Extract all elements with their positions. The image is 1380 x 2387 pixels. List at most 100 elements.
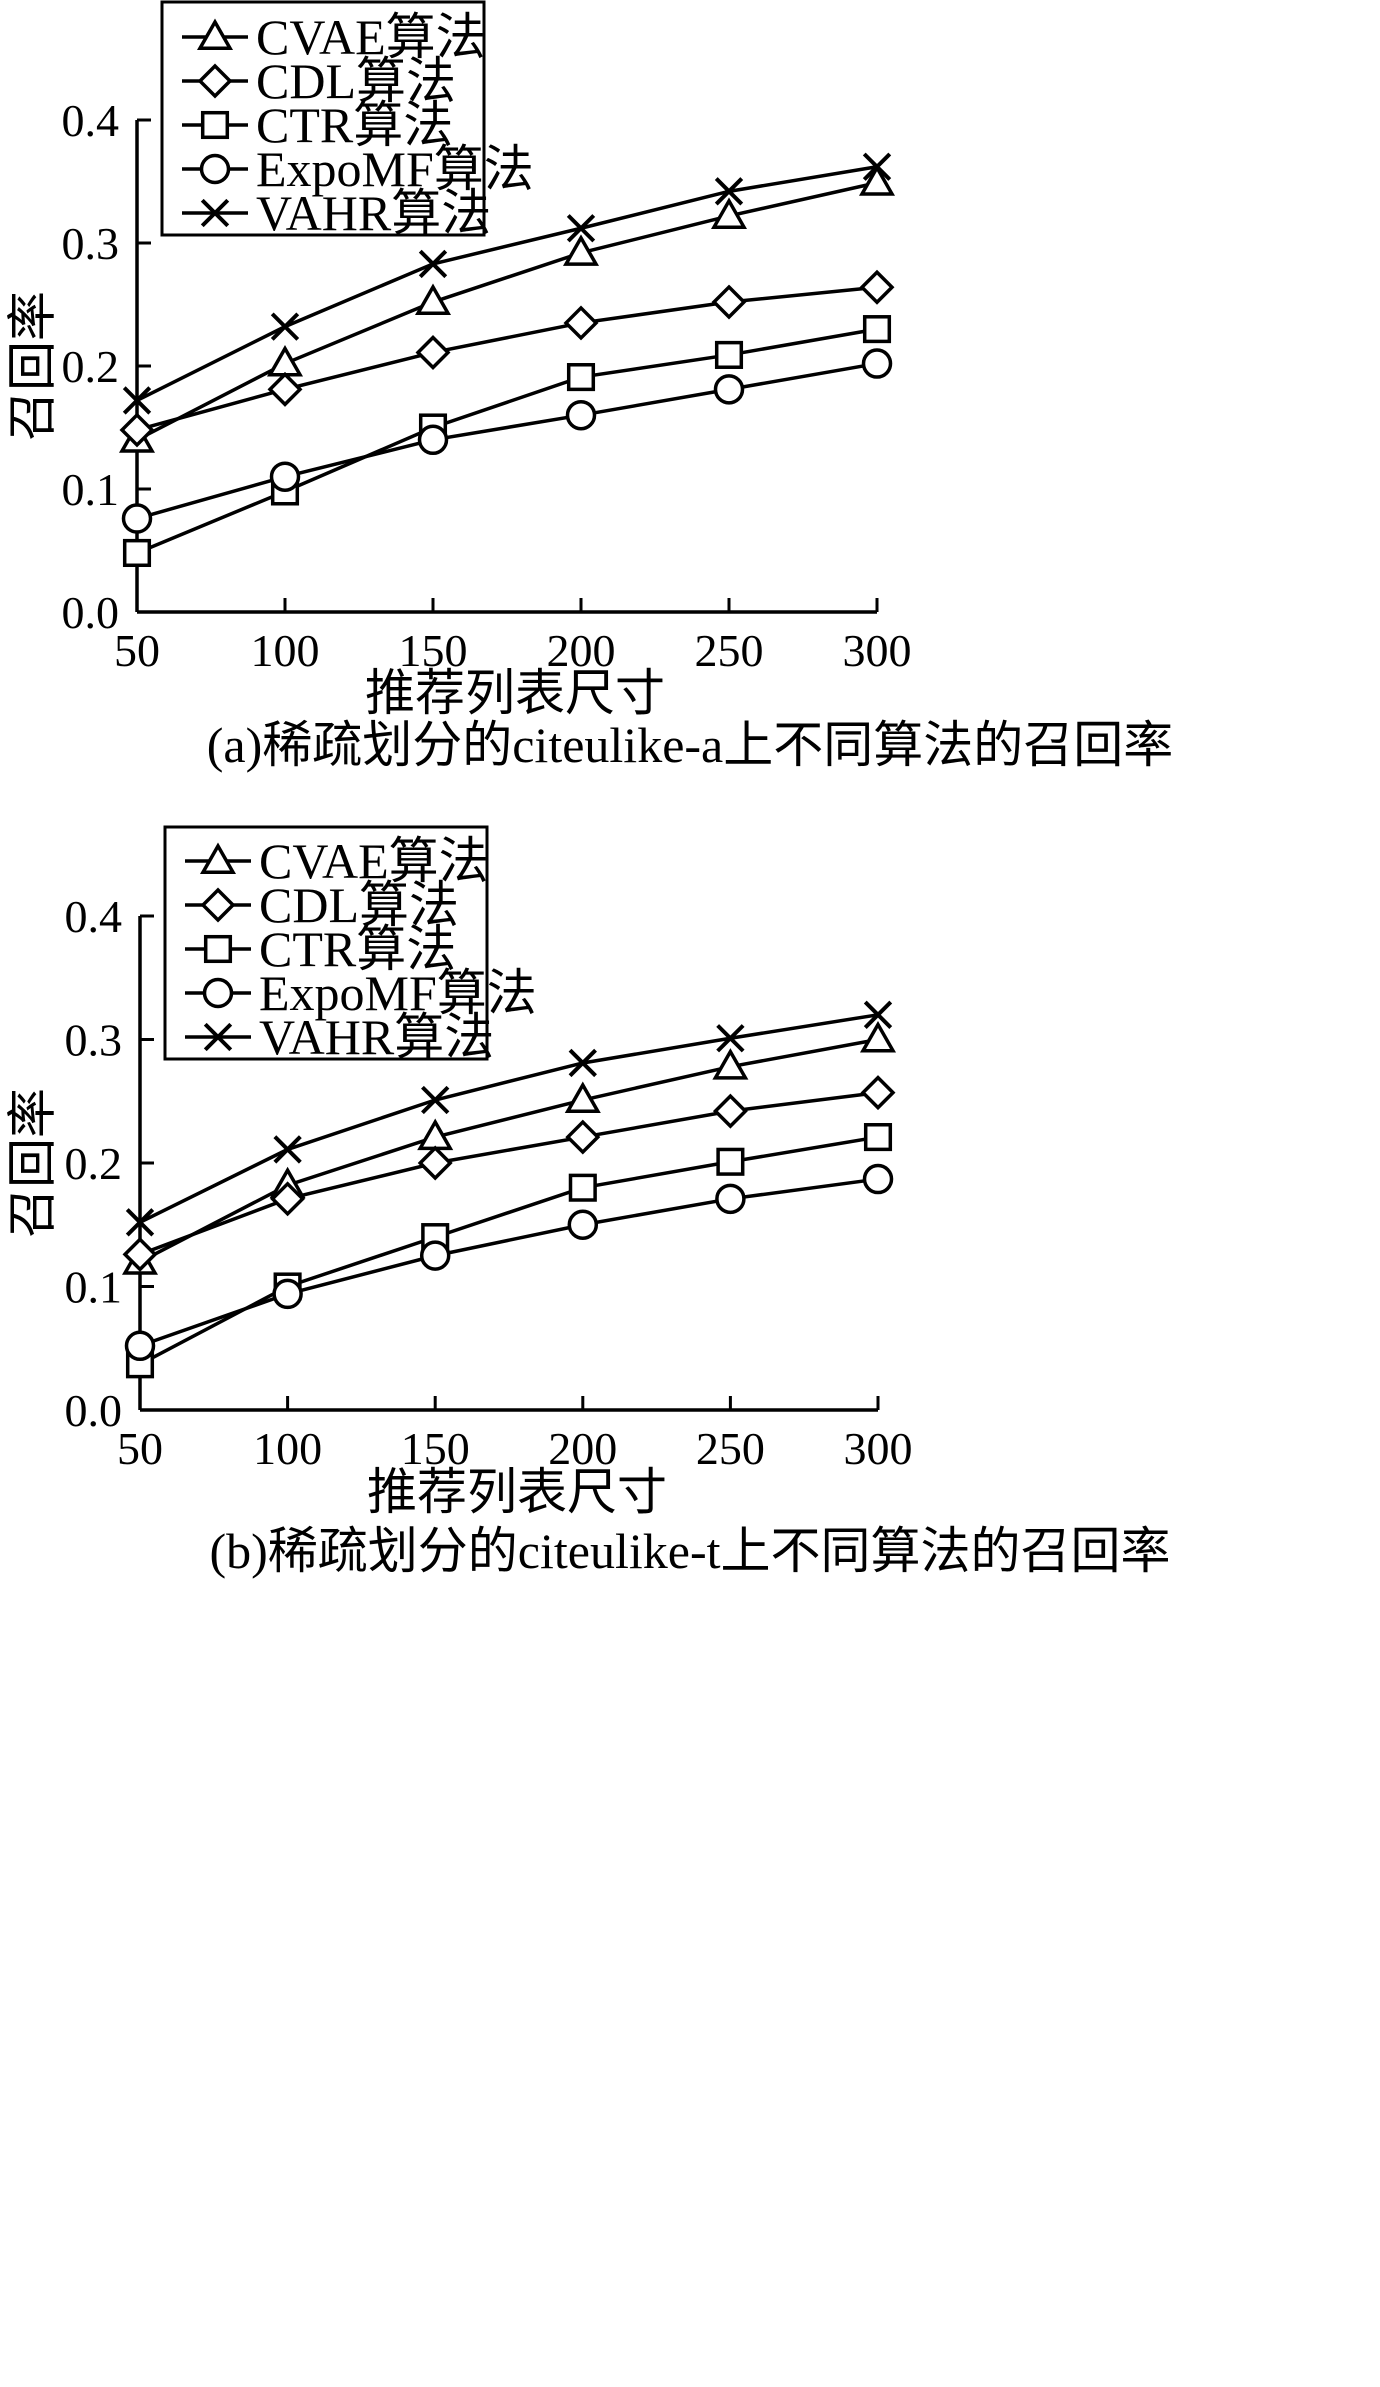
data-point-diamond [267, 371, 303, 407]
data-point-diamond [417, 1145, 453, 1181]
figure-caption: (a)稀疏划分的citeulike-a上不同算法的召回率 [207, 717, 1173, 773]
data-point-x [421, 1085, 450, 1115]
series-line [139, 1013, 879, 1224]
legend-label: CVAE算法 [256, 9, 486, 65]
legend-marker-square [203, 934, 233, 964]
data-point-diamond [712, 1093, 748, 1129]
x-tick-label: 50 [114, 625, 160, 676]
y-tick-label: 0.4 [62, 95, 120, 146]
series-line [136, 361, 878, 521]
data-point-circle [124, 1330, 156, 1362]
series-diamond [122, 1075, 896, 1272]
y-tick-label: 0.3 [65, 1015, 123, 1066]
data-point-triangle [710, 197, 748, 229]
y-tick-label: 0.1 [62, 464, 120, 515]
data-point-square [714, 340, 744, 369]
data-point-circle [121, 503, 153, 534]
x-tick-label: 200 [547, 625, 616, 676]
data-point-diamond [859, 269, 895, 305]
data-point-circle [417, 424, 449, 456]
data-point-square [568, 1173, 597, 1202]
x-tick-label: 300 [844, 1423, 913, 1474]
x-tick-label: 250 [695, 625, 764, 676]
series-line [139, 1177, 879, 1348]
x-tick-label: 150 [399, 625, 468, 676]
data-point-x [418, 249, 448, 279]
data-point-x [270, 312, 300, 341]
x-tick-label: 300 [843, 625, 912, 676]
data-point-square [716, 1147, 745, 1176]
data-point-circle [565, 399, 597, 431]
data-point-triangle [858, 164, 896, 196]
data-point-x [566, 214, 596, 243]
data-point-triangle [266, 345, 304, 377]
legend-label: CDL算法 [259, 877, 459, 933]
legend-marker-circle [202, 977, 234, 1009]
data-point-x [862, 152, 892, 181]
data-point-x [714, 177, 744, 206]
data-point-triangle [414, 283, 452, 316]
legend-marker-triangle [196, 18, 234, 50]
legend-label: ExpoMF算法 [259, 965, 537, 1021]
data-point-triangle [564, 1081, 601, 1114]
y-tick-label: 0.2 [62, 341, 120, 392]
data-point-diamond [860, 1075, 896, 1111]
data-point-circle [861, 348, 893, 379]
data-point-square [863, 1123, 893, 1152]
series-line [136, 181, 878, 442]
series-line [136, 327, 878, 555]
legend-label: VAHR算法 [256, 185, 491, 241]
y-tick-label: 0.2 [65, 1138, 123, 1189]
legend-marker-diamond [197, 63, 233, 99]
data-point-circle [862, 1163, 894, 1195]
series-line [136, 165, 878, 403]
series-diamond [119, 269, 895, 448]
y-axis-title: 召回率 [4, 1088, 60, 1238]
data-point-x [125, 1208, 155, 1237]
legend-marker-triangle [199, 842, 237, 874]
data-point-diamond [711, 284, 747, 320]
series-circle [121, 348, 893, 534]
legend-marker-diamond [200, 887, 236, 923]
data-point-triangle [712, 1048, 749, 1080]
data-point-diamond [122, 1236, 158, 1272]
data-point-circle [567, 1209, 599, 1240]
series-square [125, 1123, 893, 1379]
y-axis-title: 召回率 [4, 291, 60, 441]
data-point-diamond [565, 1119, 601, 1155]
series-line [139, 1135, 879, 1366]
x-tick-label: 200 [548, 1423, 617, 1474]
series-line [136, 285, 878, 432]
legend-label: CVAE算法 [259, 833, 489, 889]
data-point-circle [269, 461, 301, 492]
series-line [139, 1090, 879, 1257]
x-axis-title: 推荐列表尺寸 [365, 665, 665, 721]
chart-panel-b: 0.0 0.1 0.2 0.3 0.4 50 100 150 200 250 300 推荐列表尺寸 召回… [4, 825, 1171, 1579]
data-point-circle [713, 374, 745, 405]
series-circle [124, 1163, 894, 1362]
legend-label: VAHR算法 [259, 1009, 494, 1065]
legend-label: CTR算法 [259, 921, 456, 977]
data-point-diamond [119, 412, 155, 448]
x-tick-label: 100 [251, 625, 320, 676]
data-point-triangle [859, 1020, 897, 1053]
series-x [122, 152, 892, 415]
legend-label: CDL算法 [256, 53, 456, 109]
data-point-circle [715, 1183, 746, 1215]
data-point-diamond [415, 334, 451, 370]
data-point-x [716, 1024, 745, 1053]
data-point-square [862, 315, 892, 344]
data-point-x [568, 1048, 597, 1078]
legend-marker-x [203, 1022, 233, 1052]
y-tick-label: 0.3 [62, 218, 120, 269]
data-point-diamond [270, 1181, 306, 1217]
x-tick-label: 100 [253, 1423, 322, 1474]
legend-label: ExpoMF算法 [256, 141, 534, 197]
data-point-circle [419, 1240, 451, 1271]
data-point-triangle [562, 234, 600, 266]
x-tick-label: 250 [696, 1423, 765, 1474]
y-tick-label: 0.0 [65, 1385, 123, 1436]
